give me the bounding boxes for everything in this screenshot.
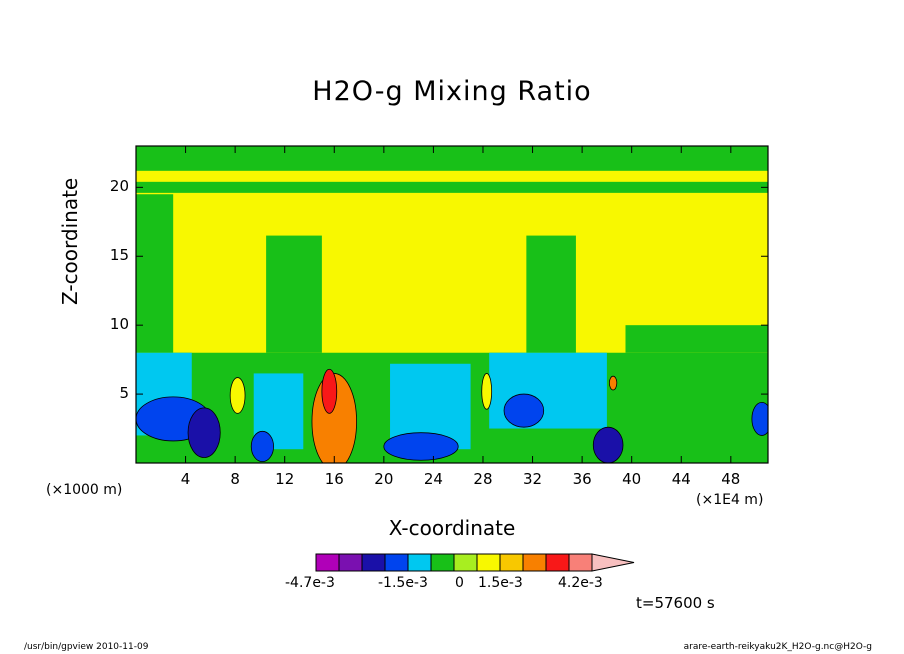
- mid-green-band: [136, 181, 768, 193]
- green-right-shelf: [625, 325, 768, 353]
- plot-frame: [135, 145, 769, 464]
- yellow-blob-1: [229, 377, 246, 414]
- x-tick-label: 36: [572, 470, 592, 488]
- colorbar-segment: [430, 553, 455, 572]
- colorbar-arrow: [591, 553, 635, 572]
- colorbar-segment: [361, 553, 386, 572]
- axis-tick-marks: [136, 146, 768, 463]
- blue-blob-3: [383, 432, 459, 461]
- upper-green-band: [136, 146, 768, 171]
- colorbar-segment: [315, 553, 340, 572]
- x-unit-label: (×1000 m): [46, 482, 123, 498]
- x-tick-label: 28: [473, 470, 493, 488]
- contour-fill: [136, 146, 768, 463]
- yellow-blob-2: [481, 373, 493, 410]
- blue-blob-4: [503, 393, 545, 428]
- x-tick-label: 48: [721, 470, 741, 488]
- orange-dot: [608, 375, 618, 391]
- red-core: [321, 368, 338, 414]
- x-tick-label: 16: [324, 470, 344, 488]
- x-scale-label: (×1E4 m): [696, 492, 764, 508]
- x-tick-label: 20: [374, 470, 394, 488]
- footer-right: arare-earth-reikyaku2K_H2O-g.nc@H2O-g: [683, 642, 872, 652]
- time-label: t=57600 s: [636, 594, 715, 612]
- green-column-1: [266, 235, 322, 353]
- colorbar-segment: [545, 553, 570, 572]
- footer-left: /usr/bin/gpview 2010-11-09: [24, 642, 149, 652]
- colorbar-segment: [499, 553, 524, 572]
- colorbar-segment: [522, 553, 547, 572]
- x-tick-label: 4: [180, 470, 191, 488]
- y-tick-label: 15: [109, 246, 129, 265]
- colorbar-segment: [407, 553, 432, 572]
- x-tick-label: 44: [671, 470, 691, 488]
- colorbar-tick-label: -4.7e-3: [285, 575, 335, 591]
- colorbar-tick-label: -1.5e-3: [378, 575, 428, 591]
- x-tick-label: 12: [275, 470, 295, 488]
- colorbar-segment: [476, 553, 501, 572]
- colorbar-tick-label: 1.5e-3: [478, 575, 523, 591]
- x-tick-label: 24: [423, 470, 443, 488]
- blue-blob-edge: [751, 401, 768, 436]
- colorbar-tick-label: 0: [455, 575, 464, 591]
- navy-blob-right: [592, 426, 624, 463]
- colorbar-segment: [453, 553, 478, 572]
- x-tick-label: 8: [230, 470, 240, 488]
- colorbar-segment: [568, 553, 593, 572]
- y-tick-label: 10: [109, 315, 129, 334]
- chart-title: H2O-g Mixing Ratio: [312, 76, 592, 107]
- colorbar-tick-label: 4.2e-3: [558, 575, 603, 591]
- x-axis-label: X-coordinate: [388, 516, 516, 540]
- colorbar-segment: [384, 553, 409, 572]
- colorbar-segment: [338, 553, 363, 572]
- y-tick-label: 5: [119, 384, 129, 403]
- colorbar: [315, 553, 635, 572]
- green-left-edge: [136, 194, 174, 353]
- y-tick-label: 20: [109, 177, 129, 196]
- x-tick-label: 40: [622, 470, 642, 488]
- x-tick-label: 32: [523, 470, 543, 488]
- blue-blob-2: [250, 430, 274, 463]
- green-column-2: [526, 235, 576, 353]
- navy-blob-left: [187, 407, 221, 458]
